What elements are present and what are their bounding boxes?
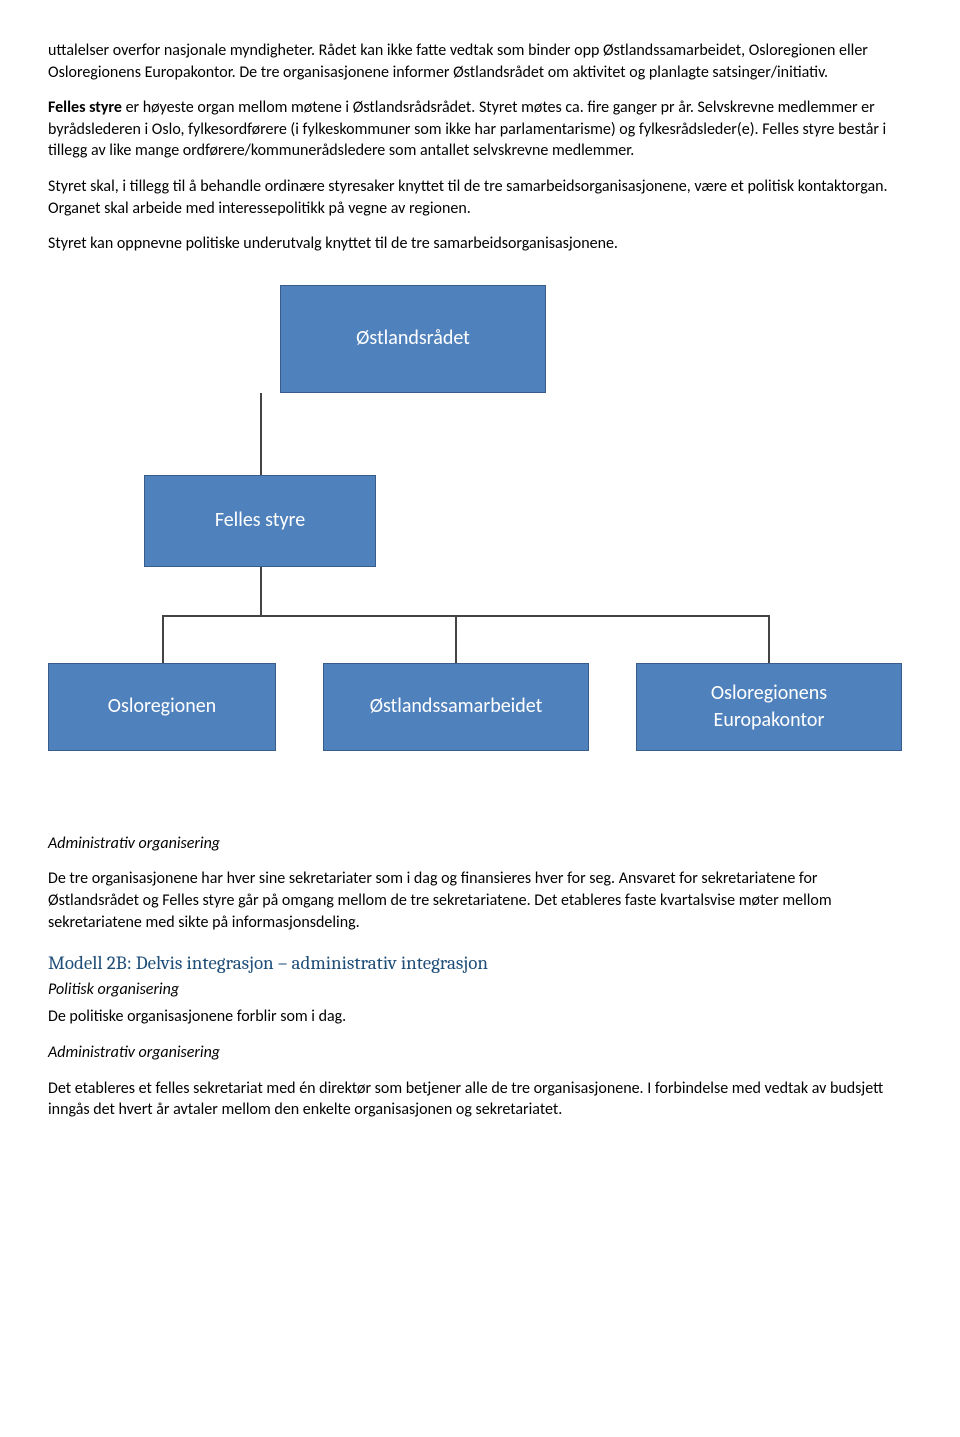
chart-line-mid-down <box>260 567 262 615</box>
chart-node-right-label: Osloregionens Europakontor <box>711 680 827 734</box>
paragraph-4: Styret kan oppnevne politiske underutval… <box>48 233 912 255</box>
chart-node-left-label: Osloregionen <box>108 693 216 720</box>
chart-node-top: Østlandsrådet <box>280 285 546 393</box>
modell-2b-heading: Modell 2B: Delvis integrasjon – administ… <box>48 951 912 977</box>
paragraph-3: Styret skal, i tillegg til å behandle or… <box>48 176 912 219</box>
chart-node-center: Østlandssamarbeidet <box>323 663 589 751</box>
org-chart: Østlandsrådet Felles styre Osloregionen … <box>48 285 912 805</box>
chart-node-mid: Felles styre <box>144 475 376 567</box>
paragraph-1: uttalelser overfor nasjonale myndigheter… <box>48 40 912 83</box>
admin-org-2-body: Det etableres et felles sekretariat med … <box>48 1078 912 1121</box>
chart-line-horizontal <box>162 615 770 617</box>
paragraph-2: Felles styre er høyeste organ mellom møt… <box>48 97 912 162</box>
pol-org-heading: Politisk organisering <box>48 979 912 1001</box>
chart-node-mid-label: Felles styre <box>215 507 305 534</box>
paragraph-2-bold: Felles styre <box>48 98 122 117</box>
pol-org-body: De politiske organisasjonene forblir som… <box>48 1006 912 1028</box>
chart-line-drop-center <box>455 615 457 663</box>
paragraph-2-rest: er høyeste organ mellom møtene i Østland… <box>48 98 886 160</box>
chart-line-drop-right <box>768 615 770 663</box>
chart-node-top-label: Østlandsrådet <box>356 325 470 352</box>
admin-org-1-body: De tre organisasjonene har hver sine sek… <box>48 868 912 933</box>
admin-org-1-heading: Administrativ organisering <box>48 833 912 855</box>
chart-line-drop-left <box>162 615 164 663</box>
chart-node-center-label: Østlandssamarbeidet <box>370 693 543 720</box>
chart-node-right: Osloregionens Europakontor <box>636 663 902 751</box>
chart-line-top-mid <box>260 393 262 475</box>
admin-org-2-heading: Administrativ organisering <box>48 1042 912 1064</box>
chart-node-left: Osloregionen <box>48 663 276 751</box>
